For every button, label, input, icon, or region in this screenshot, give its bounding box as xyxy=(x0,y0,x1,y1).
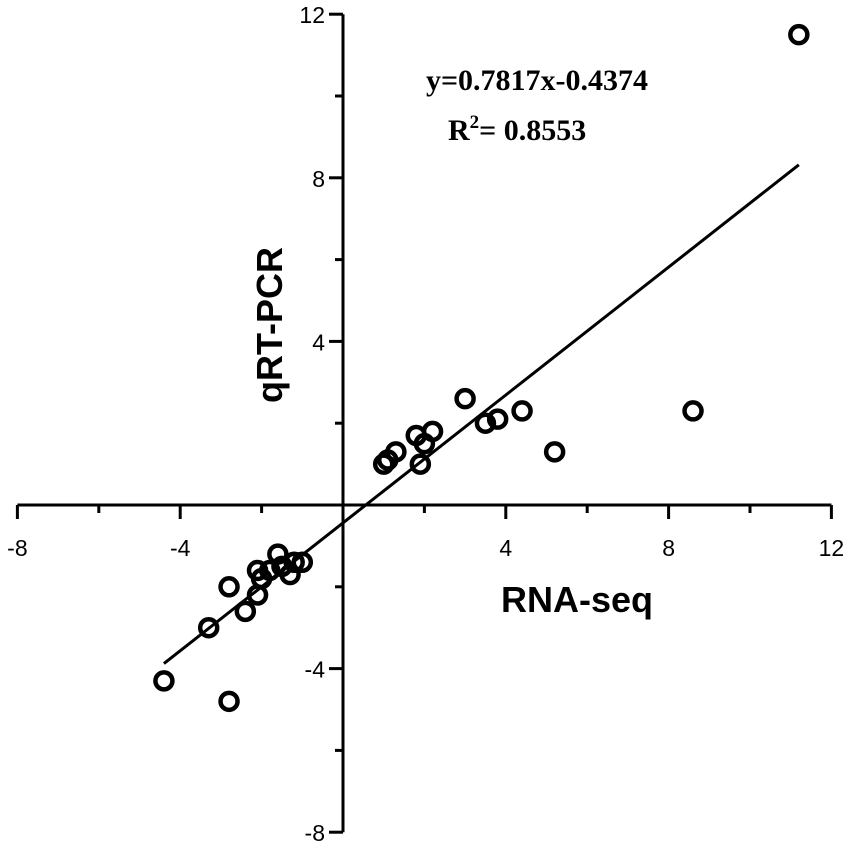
data-point xyxy=(218,576,240,598)
data-point xyxy=(486,408,509,430)
x-tick-label: -4 xyxy=(170,535,191,561)
y-tick-label: 8 xyxy=(312,166,325,192)
data-point xyxy=(246,584,269,606)
r-squared-label: R2= 0.8553 xyxy=(448,112,586,147)
data-point xyxy=(682,400,704,422)
data-point xyxy=(788,23,810,46)
r-squared-prefix: R xyxy=(448,114,470,147)
equation-label: y=0.7817x-0.4374 xyxy=(426,64,648,97)
axes xyxy=(17,14,832,833)
data-point xyxy=(246,559,269,582)
y-tick-label: 12 xyxy=(299,2,325,28)
data-point xyxy=(267,543,289,565)
data-point xyxy=(197,616,220,639)
data-point xyxy=(291,551,314,574)
data-point xyxy=(474,412,497,434)
r-squared-value: = 0.8553 xyxy=(479,114,586,147)
data-point xyxy=(234,600,257,623)
data-point xyxy=(283,551,305,574)
data-point xyxy=(153,670,175,692)
y-tick-label: -4 xyxy=(305,657,326,683)
data-point xyxy=(271,555,293,578)
data-point xyxy=(405,424,428,447)
data-points xyxy=(153,23,810,713)
tick-labels: -8 -4 4 8 12 12 8 4 -4 -8 xyxy=(7,2,844,846)
y-tick-label: 4 xyxy=(312,329,325,355)
x-axis-title: RNA-seq xyxy=(501,579,653,620)
r-squared-superscript: 2 xyxy=(470,112,480,133)
x-tick-label: 12 xyxy=(819,535,845,561)
data-point xyxy=(409,453,432,475)
data-point xyxy=(454,387,476,410)
data-point xyxy=(511,400,533,422)
data-point xyxy=(218,690,240,713)
data-point xyxy=(377,449,399,471)
x-tick-label: 4 xyxy=(499,535,512,561)
y-axis-title: qRT-PCR xyxy=(249,247,290,403)
data-point xyxy=(543,441,566,463)
x-tick-label: 8 xyxy=(662,535,675,561)
x-tick-label: -8 xyxy=(7,535,27,561)
y-tick-label: -8 xyxy=(305,820,325,846)
data-point xyxy=(372,453,395,475)
tick-marks xyxy=(15,12,833,834)
